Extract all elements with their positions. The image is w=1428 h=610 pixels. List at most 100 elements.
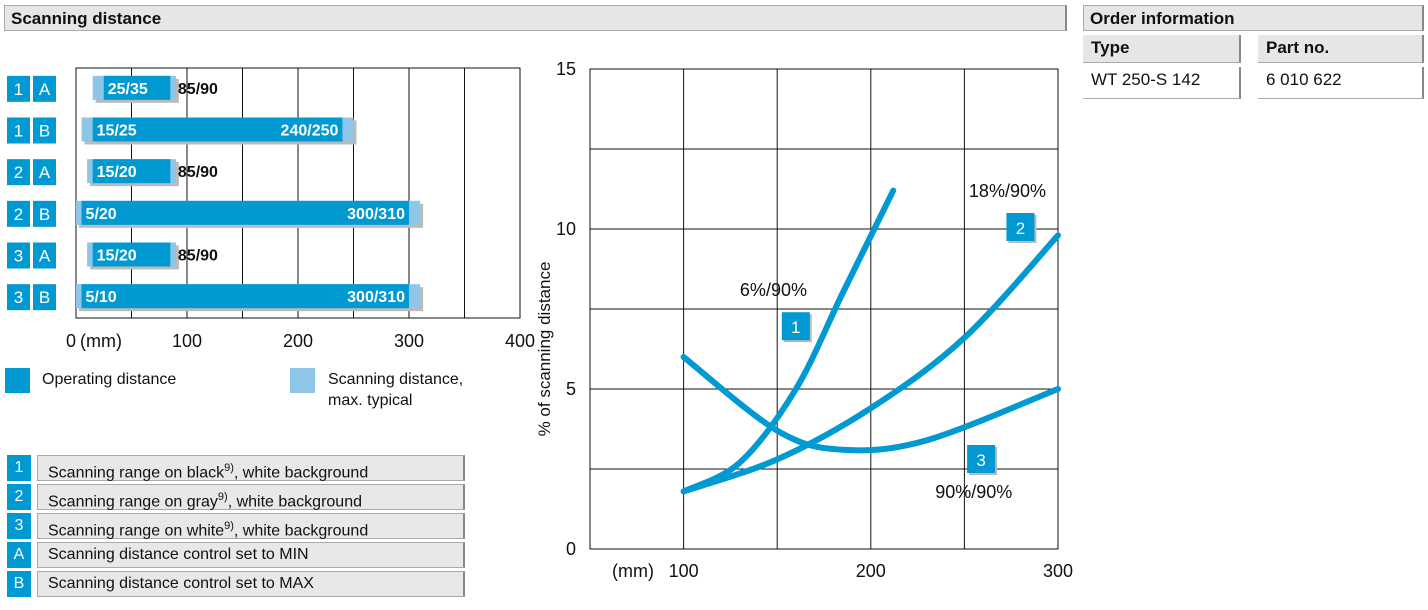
bar-right-label: 85/90	[178, 248, 218, 265]
operating-bar	[92, 159, 171, 184]
operating-bar	[81, 200, 410, 225]
section-title: Scanning distance	[11, 9, 162, 28]
row-badge-number-label: 1	[14, 122, 23, 141]
scanning-legend-label-1: Scanning distance,	[328, 371, 464, 388]
scanning-legend-label-2: max. typical	[328, 392, 413, 409]
key-legend-text: Scanning distance control set to MAX	[48, 575, 314, 592]
row-badge-number	[7, 75, 30, 102]
bar-left-label: 15/25	[97, 123, 137, 140]
bar-x-axis-label: (mm)	[80, 331, 122, 351]
row-badge-number	[7, 284, 30, 311]
operating-legend-label: Operating distance	[42, 371, 177, 388]
key-legend-footnote: 9)	[224, 462, 234, 474]
key-legend-badge: A	[7, 542, 31, 568]
row-badge-letter-label: B	[39, 288, 50, 307]
series-badge-label: 3	[976, 451, 985, 470]
row-badge-letter	[33, 75, 56, 102]
key-legend-badge: 1	[7, 455, 31, 481]
key-legend-text: Scanning range on white	[48, 522, 225, 540]
curve-series-2	[680, 232, 1061, 495]
order-col-type: Type	[1083, 35, 1241, 63]
series-badge-label: 2	[1016, 219, 1025, 238]
bar-x-tick-label: 0	[66, 331, 76, 351]
row-badge-number	[7, 242, 30, 269]
key-legend-footnote: 9)	[224, 520, 234, 532]
series-label: 18%/90%	[969, 181, 1046, 201]
key-legend-text: Scanning range on gray	[48, 493, 218, 511]
key-legend-row: Scanning distance control set to MIN	[37, 542, 465, 568]
line-y-tick-label: 0	[566, 539, 576, 559]
row-badge-letter	[33, 159, 56, 186]
key-legend-badge: 2	[7, 484, 31, 510]
row-badge-letter-label: A	[39, 80, 51, 99]
order-header: Order information	[1083, 5, 1424, 31]
order-cell-type: WT 250-S 142	[1083, 67, 1241, 99]
order-col-partno: Part no.	[1258, 35, 1424, 63]
series-label: 90%/90%	[935, 482, 1012, 502]
bar-x-tick-label: 100	[172, 331, 202, 351]
row-badge-letter-label: A	[39, 163, 51, 182]
line-x-tick-label: 100	[669, 561, 699, 581]
line-chart: 0 5 10 15 100 200 300 (mm) % of scanning distanc…	[535, 59, 1073, 581]
bar-x-tick-label: 200	[283, 331, 313, 351]
row-badge-letter	[33, 242, 56, 269]
row-badge-number	[7, 117, 30, 144]
operating-bar	[81, 284, 410, 309]
key-legend-tail: , white background	[233, 464, 369, 482]
series-label: 6%/90%	[740, 280, 807, 300]
row-badge-number-label: 2	[14, 205, 23, 224]
series-badge	[781, 312, 810, 341]
bar-left-label: 5/10	[86, 289, 117, 306]
row-badge-number-label: 3	[14, 247, 23, 266]
order-cell-partno: 6 010 622	[1258, 67, 1424, 99]
curve-series-3	[680, 354, 1061, 454]
key-legend-badge: B	[7, 571, 31, 597]
key-legend-tail: , white background	[233, 522, 369, 540]
row-badge-letter	[33, 117, 56, 144]
row-badge-letter	[33, 200, 56, 227]
bar-right-label: 240/250	[281, 123, 339, 140]
row-badge-letter	[33, 284, 56, 311]
bar-left-label: 25/35	[108, 81, 148, 98]
key-legend-badge: 3	[7, 513, 31, 539]
bar-left-label: 15/20	[97, 248, 137, 265]
bar-right-label: 85/90	[178, 164, 218, 181]
bar-x-tick-label: 300	[394, 331, 424, 351]
curve-series-1	[680, 187, 897, 495]
row-badge-letter-label: B	[39, 205, 50, 224]
key-legend-row: Scanning range on gray9), white backgrou…	[37, 484, 465, 510]
key-legend-tail: , white background	[227, 493, 362, 511]
series-badge	[967, 445, 996, 473]
operating-swatch	[5, 368, 30, 393]
line-y-axis-label: % of scanning distance	[535, 262, 554, 437]
row-badge-number	[7, 200, 30, 227]
line-x-axis-label: (mm)	[612, 561, 654, 581]
bar-left-label: 15/20	[97, 164, 137, 181]
line-y-tick-label: 5	[566, 379, 576, 399]
row-badge-number	[7, 159, 30, 186]
line-x-tick-label: 200	[856, 561, 886, 581]
row-badge-letter-label: B	[39, 122, 50, 141]
row-badge-letter-label: A	[39, 247, 51, 266]
row-badge-number-label: 3	[14, 288, 23, 307]
key-legend-row: Scanning range on black9), white backgro…	[37, 455, 465, 481]
bar-x-tick-label: 400	[505, 331, 535, 351]
key-legend-row: Scanning range on white9), white backgro…	[37, 513, 465, 539]
line-x-tick-label: 300	[1043, 561, 1073, 581]
line-y-tick-label: 15	[556, 59, 576, 79]
row-badge-number-label: 2	[14, 163, 23, 182]
bar-right-label: 300/310	[347, 289, 405, 306]
operating-bar	[92, 117, 343, 142]
operating-bar	[92, 242, 171, 267]
scanning-swatch	[290, 368, 315, 393]
series-badge	[1006, 213, 1035, 241]
operating-bar	[103, 75, 171, 100]
key-legend-footnote: 9)	[217, 491, 228, 503]
section-header: Scanning distance	[4, 5, 1067, 31]
key-legend-text: Scanning range on black	[48, 464, 225, 482]
key-legend-text: Scanning distance control set to MIN	[48, 546, 309, 563]
series-badge-label: 1	[791, 318, 800, 337]
key-legend-row: Scanning distance control set to MAX	[37, 571, 465, 597]
order-title: Order information	[1090, 9, 1235, 28]
